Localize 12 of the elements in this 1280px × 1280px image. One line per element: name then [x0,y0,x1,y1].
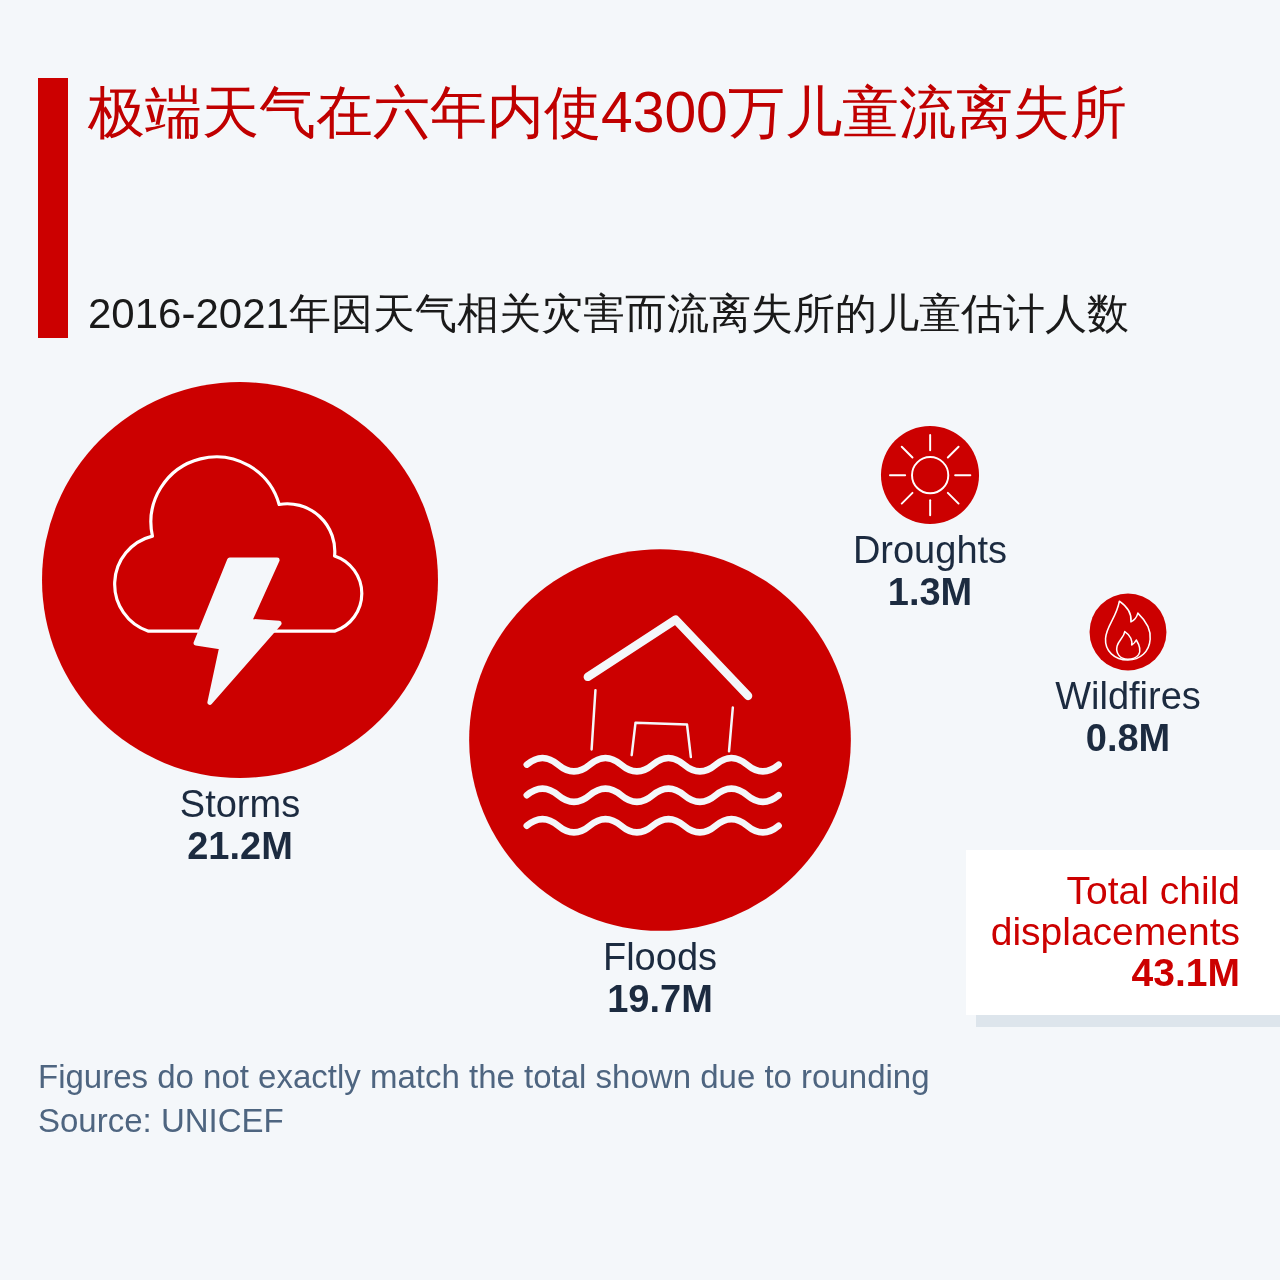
category-label: Storms [179,782,301,825]
text: 2016-2021年因天气相关灾害而流离失所的儿童估计人数 [88,290,1129,337]
data-label: 1.3M [887,571,973,614]
data-label: 0.8M [1085,717,1171,760]
category-label: Droughts [852,529,1008,572]
text: 极端天气在六年内使4300万儿童流离失所 [88,80,1127,144]
data-label: 21.2M [187,824,293,867]
source-note: Source: UNICEF [38,1102,284,1139]
text: Figures do not exactly match the total shown due to rounding [38,1058,930,1095]
category-label: Wildfires [1055,675,1201,718]
data-label: 19.7M [607,977,713,1020]
category-label: Floods [602,935,718,978]
